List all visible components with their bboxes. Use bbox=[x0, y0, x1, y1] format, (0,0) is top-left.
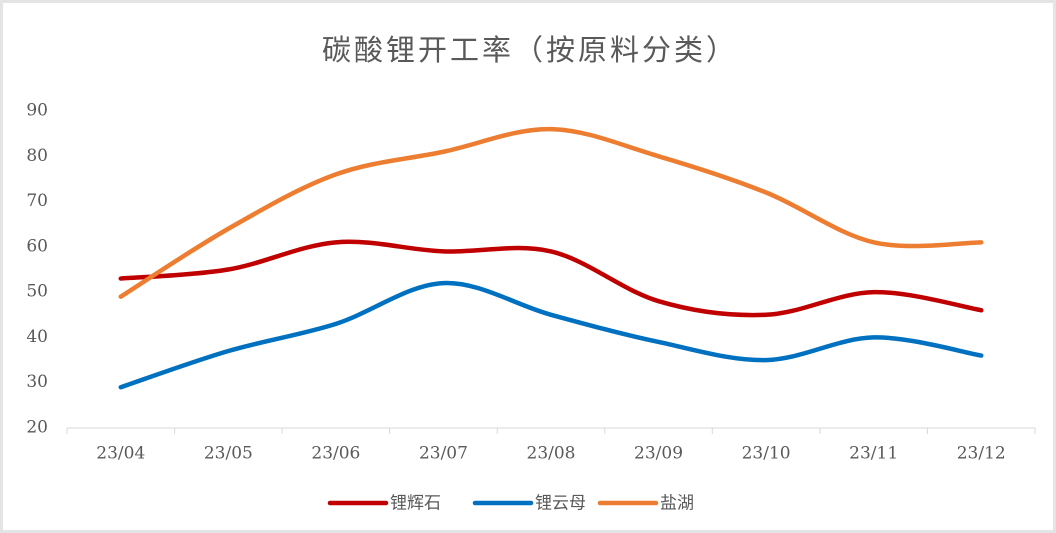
y-tick-label: 60 bbox=[26, 236, 48, 256]
series-line bbox=[118, 280, 984, 390]
y-tick-label: 90 bbox=[26, 101, 48, 121]
chart-title: 碳酸锂开工率（按原料分类） bbox=[322, 33, 738, 67]
series-line bbox=[118, 239, 984, 318]
x-tick-label: 23/11 bbox=[849, 444, 898, 464]
legend-label: 锂辉石 bbox=[390, 494, 441, 514]
y-tick-label: 30 bbox=[26, 372, 48, 392]
x-tick-label: 23/12 bbox=[957, 444, 1006, 464]
y-tick-label: 40 bbox=[26, 327, 48, 347]
legend-label: 锂云母 bbox=[535, 494, 586, 514]
y-tick-label: 80 bbox=[26, 146, 48, 166]
x-tick-label: 23/04 bbox=[96, 444, 145, 464]
x-tick-label: 23/09 bbox=[634, 444, 683, 464]
x-tick-label: 23/06 bbox=[311, 444, 360, 464]
legend-label: 盐湖 bbox=[660, 494, 694, 514]
x-tick-label: 23/08 bbox=[527, 444, 576, 464]
x-tick-label: 23/05 bbox=[204, 444, 253, 464]
y-tick-label: 70 bbox=[26, 191, 48, 211]
y-tick-label: 50 bbox=[26, 282, 48, 302]
series-line bbox=[118, 126, 984, 299]
y-tick-label: 20 bbox=[26, 418, 48, 438]
x-tick-label: 23/10 bbox=[742, 444, 791, 464]
x-tick-label: 23/07 bbox=[419, 444, 468, 464]
